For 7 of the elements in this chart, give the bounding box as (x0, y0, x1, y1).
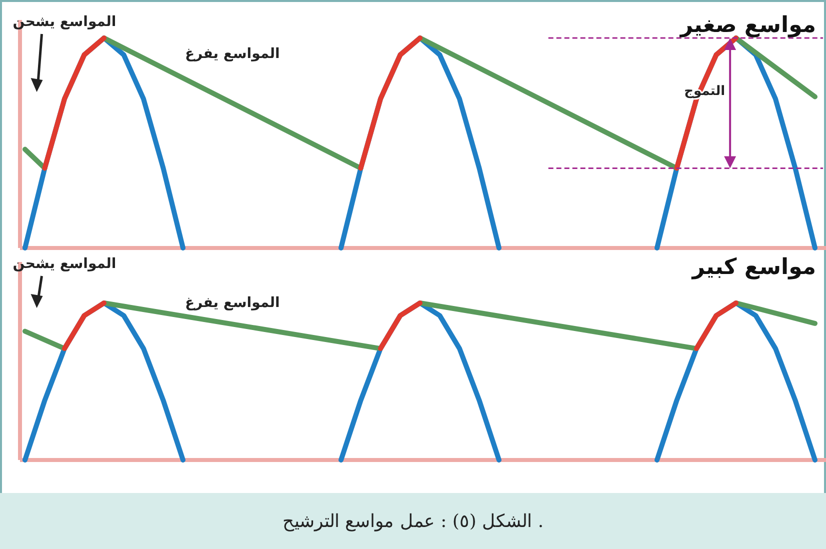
text: الشكل (٥) : عمل مواسع الترشيح . (282, 511, 544, 532)
annotation: المواسع يفرغ (184, 295, 280, 311)
text: المواسع يشحن (12, 256, 116, 272)
annotation: المواسع يفرغ (184, 46, 280, 62)
chart-title: مواسع صغير (679, 13, 816, 38)
text: المواسع يشحن (12, 14, 116, 30)
chart-title: مواسع كبير (691, 255, 816, 280)
